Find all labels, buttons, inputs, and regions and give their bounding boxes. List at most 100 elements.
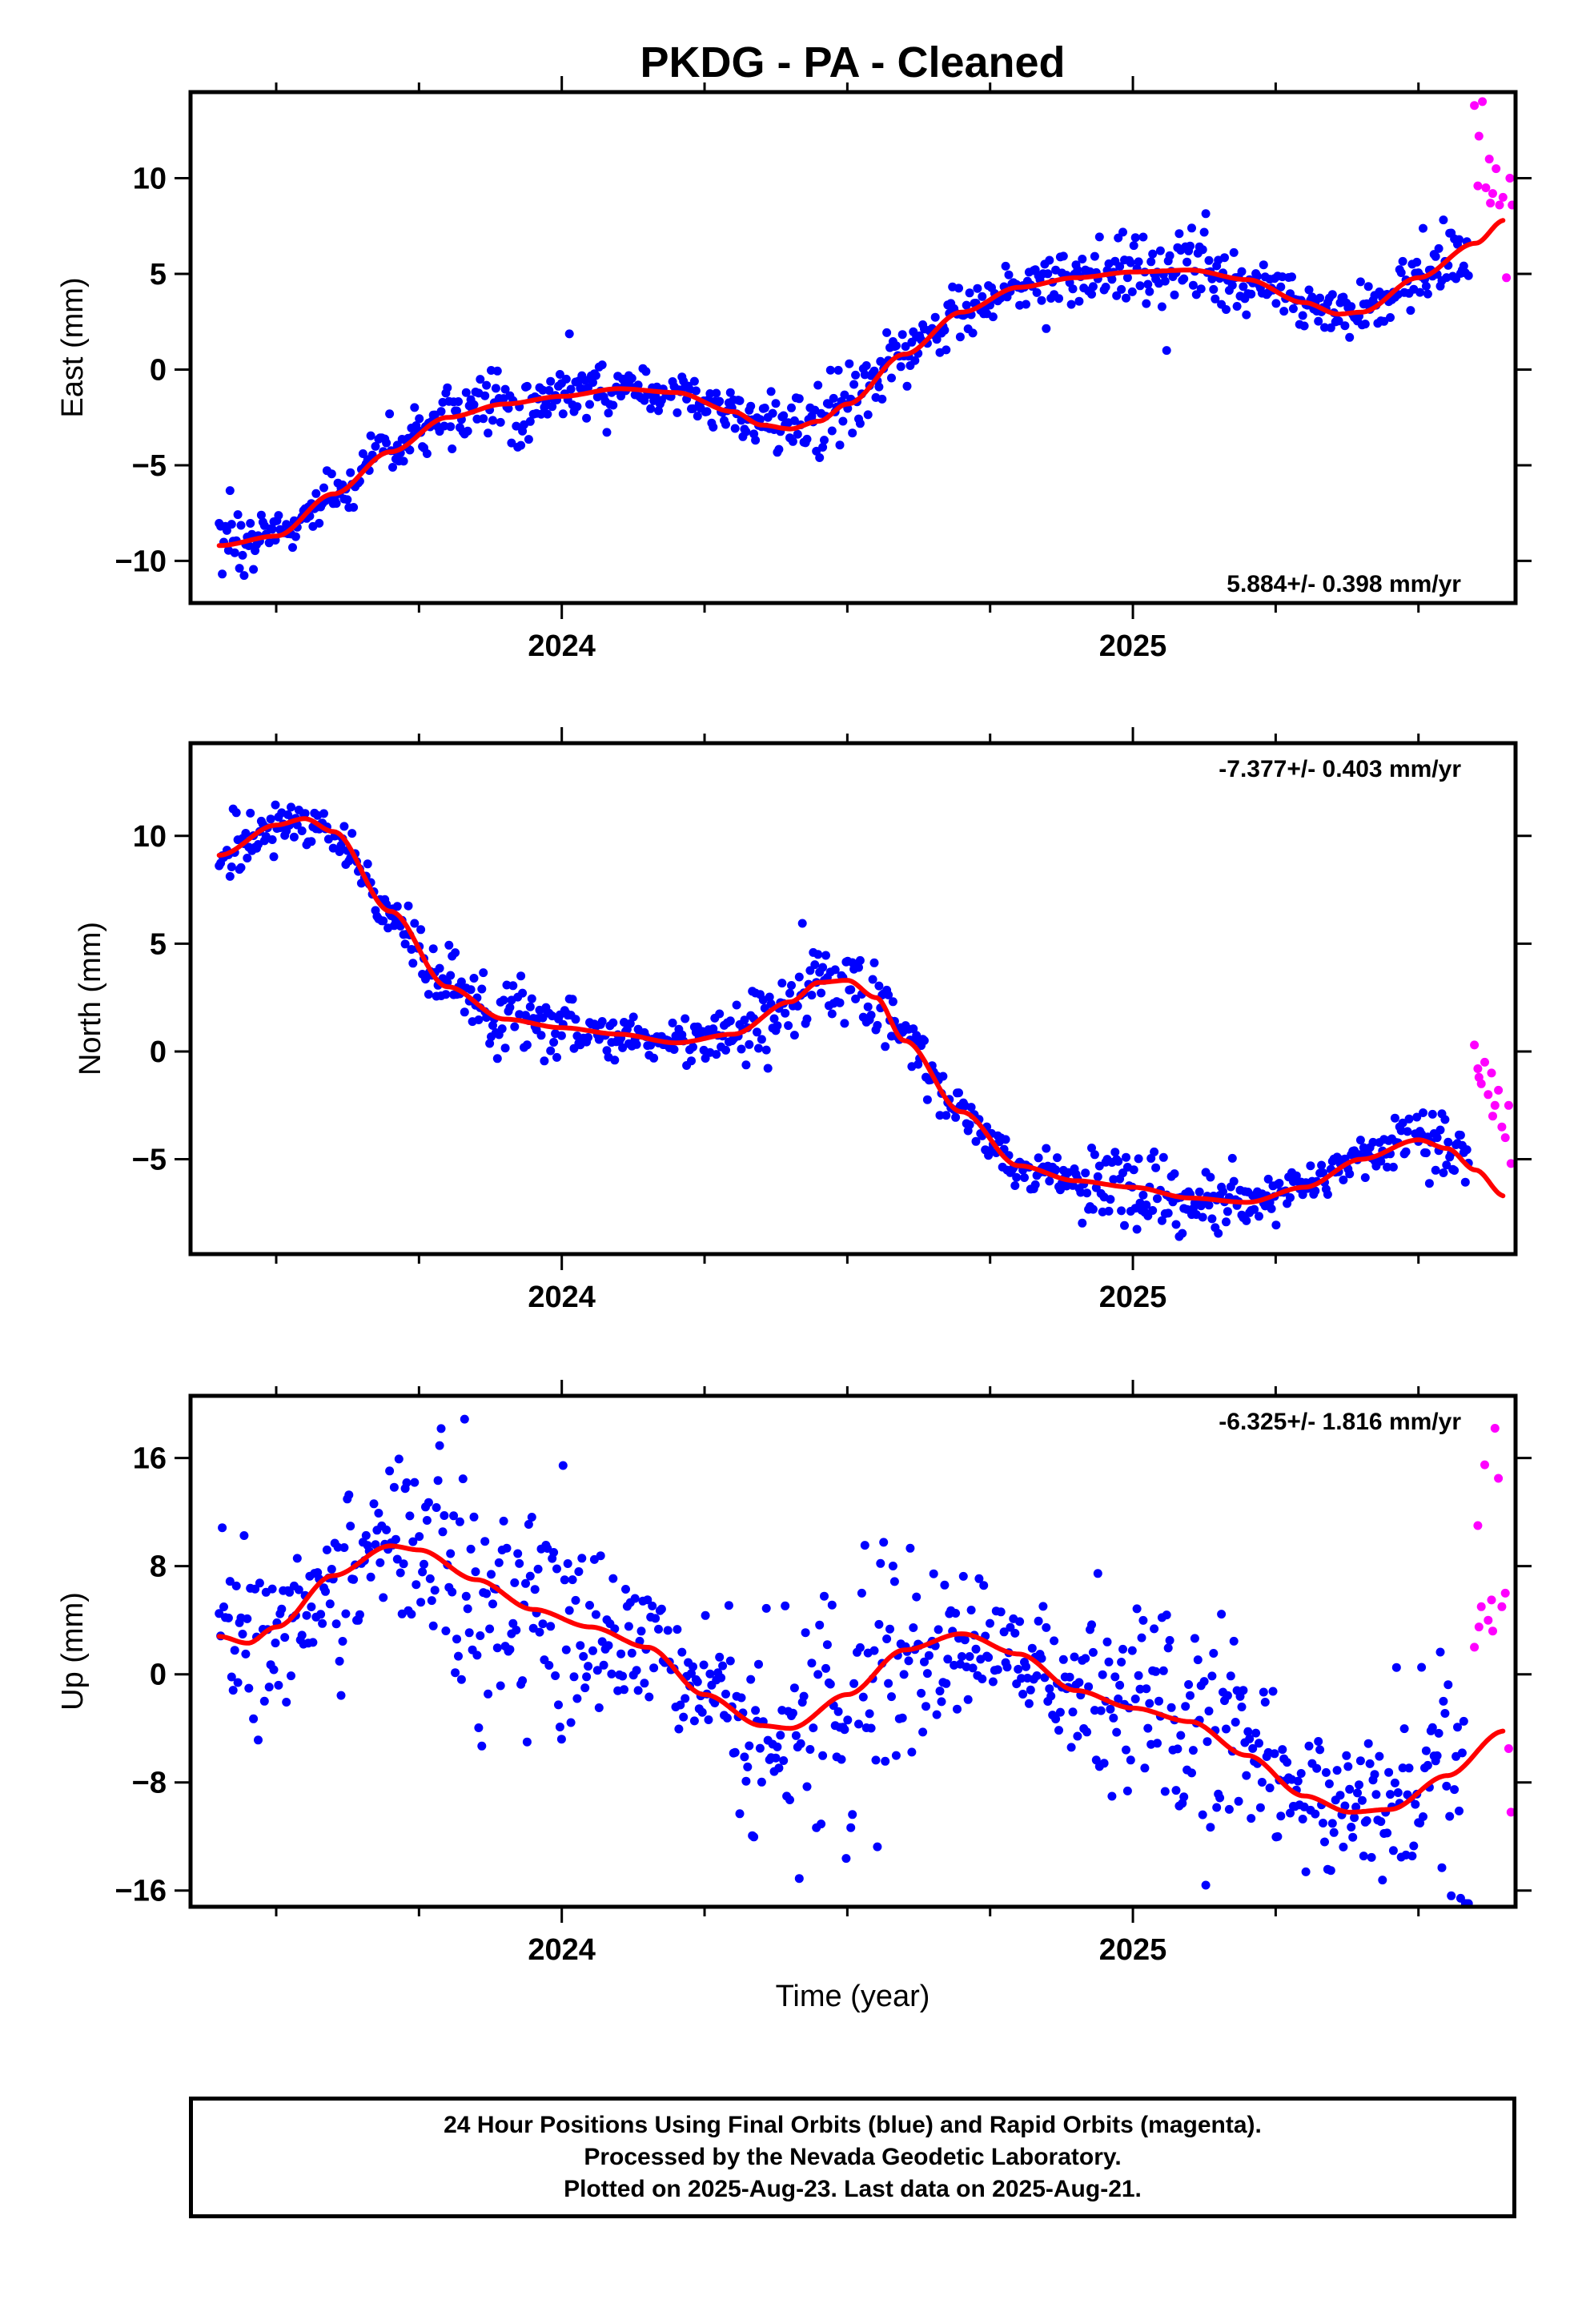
up-final-point (274, 1680, 283, 1690)
north-final-point (246, 808, 255, 818)
east-final-point (1386, 313, 1395, 322)
east-final-point (1090, 251, 1099, 261)
north-final-point (821, 951, 830, 960)
up-final-point (854, 1719, 863, 1729)
east-rapid-point (1488, 189, 1497, 199)
up-final-point (402, 1478, 412, 1487)
up-final-point (233, 1678, 243, 1687)
east-final-point (1239, 282, 1248, 292)
north-y-tick-label: 0 (150, 1035, 167, 1069)
up-final-point (1351, 1802, 1361, 1811)
north-final-point (1222, 1217, 1231, 1227)
north-final-point (1306, 1161, 1315, 1171)
up-final-point (461, 1591, 471, 1601)
east-final-point (1232, 302, 1242, 311)
up-final-point (934, 1625, 943, 1634)
up-final-point (1117, 1658, 1126, 1667)
north-final-point (1432, 1133, 1442, 1143)
east-final-point (448, 444, 457, 453)
east-final-point (940, 325, 950, 335)
north-final-point (1082, 1188, 1092, 1198)
east-final-point (582, 413, 592, 423)
east-final-point (1142, 299, 1151, 308)
north-final-point (428, 944, 438, 954)
north-final-point (938, 1072, 948, 1081)
up-final-point (1204, 1707, 1214, 1716)
east-final-point (910, 356, 920, 365)
up-final-point (773, 1742, 782, 1751)
north-final-point (793, 1001, 802, 1011)
up-final-point (1217, 1610, 1227, 1619)
north-frame (188, 741, 1518, 1256)
north-final-point (668, 1018, 677, 1027)
north-final-point (830, 965, 840, 975)
north-final-point (1424, 1179, 1434, 1188)
east-final-point (1247, 289, 1256, 299)
up-final-point (1199, 1677, 1209, 1687)
up-final-point (1188, 1746, 1198, 1755)
north-rapid-point (1506, 1159, 1516, 1168)
up-final-point (1251, 1728, 1261, 1738)
east-final-point (869, 366, 879, 376)
east-final-point (548, 402, 557, 412)
up-final-point (843, 1715, 853, 1725)
east-final-point (1074, 296, 1084, 306)
up-final-point (1032, 1671, 1042, 1680)
east-final-point (1032, 287, 1042, 297)
east-final-point (512, 421, 521, 431)
up-final-point (432, 1503, 441, 1512)
up-final-point (391, 1534, 400, 1544)
up-final-point (774, 1763, 784, 1773)
up-final-point (1106, 1704, 1115, 1714)
east-final-point (1345, 332, 1355, 342)
panel-north: 2024 2025 10 5 0 −5 North (mm) -7.377+/- 0.40… (74, 727, 1532, 1314)
up-final-point (636, 1626, 646, 1636)
north-final-point (1435, 1125, 1445, 1135)
up-ylabel: Up (mm) (56, 1592, 90, 1711)
up-final-point (477, 1741, 487, 1751)
up-final-point (884, 1679, 893, 1688)
east-final-point (1165, 251, 1174, 260)
up-final-point (1399, 1724, 1409, 1734)
north-final-point (753, 1027, 761, 1037)
north-final-point (546, 1046, 556, 1055)
north-final-point (236, 862, 246, 872)
up-final-point (558, 1461, 568, 1470)
north-final-point (363, 859, 372, 869)
east-final-point (1146, 257, 1156, 267)
up-final-point (1206, 1823, 1215, 1832)
north-final-point (1376, 1156, 1386, 1166)
east-final-point (1126, 258, 1135, 267)
up-final-point (1283, 1758, 1292, 1767)
north-final-point (873, 1020, 882, 1030)
up-final-point (1398, 1763, 1407, 1773)
up-final-point (518, 1676, 528, 1686)
north-final-point (505, 1003, 515, 1012)
east-final-point (849, 380, 859, 389)
up-final-point (974, 1574, 984, 1583)
up-final-point (889, 1577, 899, 1586)
up-final-point (241, 1649, 251, 1659)
up-final-point (643, 1595, 652, 1605)
east-final-point (968, 328, 978, 338)
up-final-point (513, 1549, 523, 1558)
east-final-point (1276, 282, 1286, 292)
east-final-point (896, 362, 905, 372)
east-final-point (1211, 294, 1220, 304)
east-final-point (604, 408, 613, 418)
east-final-point (820, 436, 829, 445)
up-final-point (341, 1609, 351, 1618)
north-final-point (1134, 1154, 1143, 1164)
north-final-point (1439, 1168, 1448, 1177)
east-rapid-point (1495, 200, 1504, 210)
north-final-point (1110, 1148, 1120, 1157)
up-final-point (1068, 1707, 1078, 1717)
up-rapid-point (1504, 1744, 1513, 1753)
up-final-point (737, 1693, 746, 1703)
up-y-tick-label: −16 (115, 1875, 167, 1908)
up-final-point (521, 1578, 530, 1588)
east-final-point (715, 396, 725, 406)
up-final-point (805, 1745, 815, 1754)
up-final-point (1017, 1674, 1026, 1683)
north-final-point (492, 1054, 502, 1063)
